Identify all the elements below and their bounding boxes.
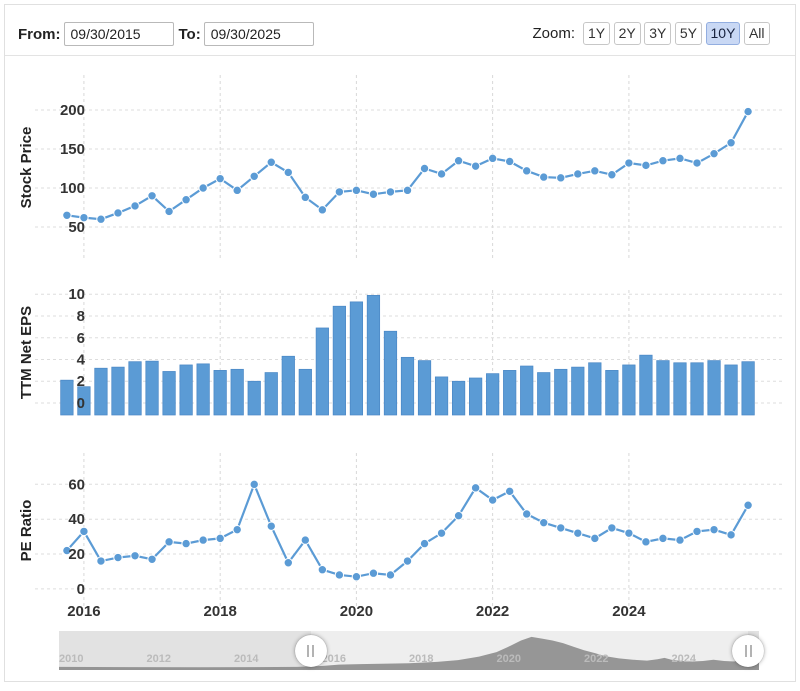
svg-text:10: 10 <box>68 286 85 303</box>
svg-text:200: 200 <box>60 102 85 119</box>
svg-text:40: 40 <box>68 511 85 528</box>
svg-text:20: 20 <box>68 546 85 563</box>
svg-text:PE Ratio: PE Ratio <box>18 500 35 562</box>
svg-text:50: 50 <box>68 219 85 236</box>
svg-text:100: 100 <box>60 180 85 197</box>
svg-text:0: 0 <box>77 581 85 598</box>
svg-text:2016: 2016 <box>67 603 100 620</box>
svg-text:2018: 2018 <box>204 603 237 620</box>
svg-text:2: 2 <box>77 373 85 390</box>
svg-text:6: 6 <box>77 330 85 347</box>
svg-text:60: 60 <box>68 476 85 493</box>
svg-text:2020: 2020 <box>340 603 373 620</box>
svg-text:150: 150 <box>60 141 85 158</box>
svg-text:TTM Net EPS: TTM Net EPS <box>18 306 35 399</box>
svg-text:0: 0 <box>77 395 85 412</box>
svg-text:4: 4 <box>77 352 86 369</box>
svg-text:2022: 2022 <box>476 603 509 620</box>
svg-text:2024: 2024 <box>612 603 646 620</box>
svg-text:Stock Price: Stock Price <box>18 127 35 209</box>
svg-text:8: 8 <box>77 308 85 325</box>
